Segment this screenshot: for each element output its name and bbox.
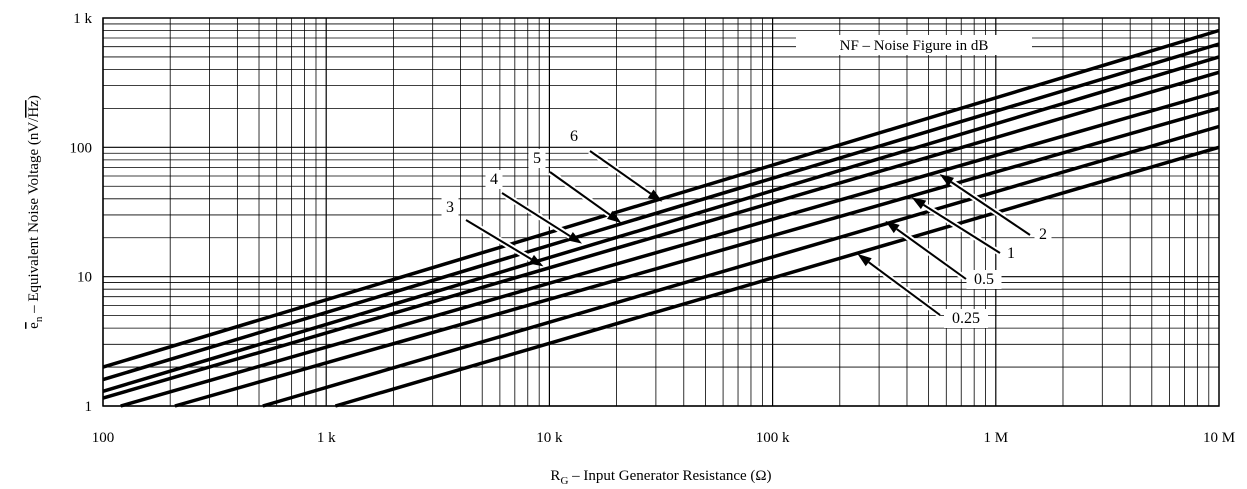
series-line-nf-5 [102,42,1220,382]
annotation-label-nf-4: 4 [490,171,498,188]
x-tick-label: 100 [92,430,115,446]
annotation-arrow-head [857,253,872,267]
x-axis-label: RG – Input Generator Resistance (Ω) [550,468,771,487]
annotation-arrow-shaft [923,204,1001,254]
annotation-arrow-head [607,210,622,223]
y-axis-label-symbol: e [26,322,42,329]
y-axis-label-root: Hz [26,100,42,118]
annotation-arrow-head [647,189,663,202]
annotation-arrow-head [939,174,955,187]
y-tick-label: 10 [77,270,92,286]
grid-lines [102,18,1219,407]
annotation-label-nf-1: 1 [1007,245,1015,262]
y-tick-label: 1 [85,399,93,415]
annotation-arrow-shaft [549,171,611,216]
annotation-arrow-shaft [501,192,571,238]
y-axis-label-subscript: n [33,316,45,322]
series-line-nf-0.5 [262,124,1220,408]
annotation-label-nf-5: 5 [533,150,541,167]
series-line-nf-6 [102,28,1220,369]
x-tick-label: 1 k [317,430,336,446]
annotation-label-bg [441,198,459,217]
legend-title: NF – Noise Figure in dB [840,38,989,54]
annotation-label-nf-6: 6 [570,128,578,145]
series-line-nf-4 [102,55,1220,393]
series-line-nf-0.25 [334,145,1220,408]
annotation-label-nf-0.25: 0.25 [952,310,980,327]
annotation-arrow-shaft [589,150,652,195]
annotation-arrow-shaft [950,181,1031,236]
series-lines [102,28,1220,408]
series-line-nf-3 [102,70,1220,400]
y-axis-label-end: ) [26,95,42,100]
x-axis-label-subscript: G [560,475,568,487]
annotation-arrow-head [567,231,583,244]
y-tick-label: 100 [70,140,93,156]
annotation-label-bg [1002,244,1020,263]
annotation-arrow-shaft [896,228,967,280]
plot-frame [102,17,1220,407]
annotation-label-bg [565,127,583,146]
annotation-arrow-head [911,197,927,210]
x-tick-label: 1 M [984,430,1009,446]
annotation-arrow-shaft [868,261,941,316]
annotation-arrow-head [885,220,900,234]
series-line-nf-2 [120,89,1220,408]
y-tick-label: 1 k [73,11,92,27]
annotation-label-bg [966,270,1002,289]
annotation-label-nf-2: 2 [1039,226,1047,243]
legend-background [796,35,1032,55]
legend-box: NF – Noise Figure in dB [796,35,1032,55]
annotation-arrows [464,148,1032,318]
annotation-label-bg [1034,225,1052,244]
x-tick-label: 100 k [756,430,790,446]
y-axis-label-mid: – Equivalent Noise Voltage (nV/ [26,117,42,317]
y-tick-labels: 1 10 100 1 k [70,11,93,415]
annotation-label-bg [528,149,546,168]
annotation-label-nf-0.5: 0.5 [974,271,994,288]
x-tick-label: 10 k [536,430,563,446]
x-axis-label-symbol: R [550,468,560,484]
y-axis-label: en – Equivalent Noise Voltage (nV/Hz) [26,95,45,329]
annotation-arrow-shaft [465,219,532,261]
x-axis-label-text: – Input Generator Resistance (Ω) [568,468,771,484]
annotation-arrow-head [528,254,544,267]
y-axis-label-text: en – Equivalent Noise Voltage (nV/Hz) [26,95,45,329]
annotation-label-nf-3: 3 [446,199,454,216]
annotation-label-bg [944,309,988,328]
x-tick-labels: 100 1 k 10 k 100 k 1 M 10 M [92,430,1235,446]
annotation-label-bg [485,170,503,189]
x-tick-label: 10 M [1203,430,1235,446]
annotation-labels: 6 5 4 3 2 1 0.5 0.25 [441,127,1052,328]
series-line-nf-1 [174,106,1220,408]
